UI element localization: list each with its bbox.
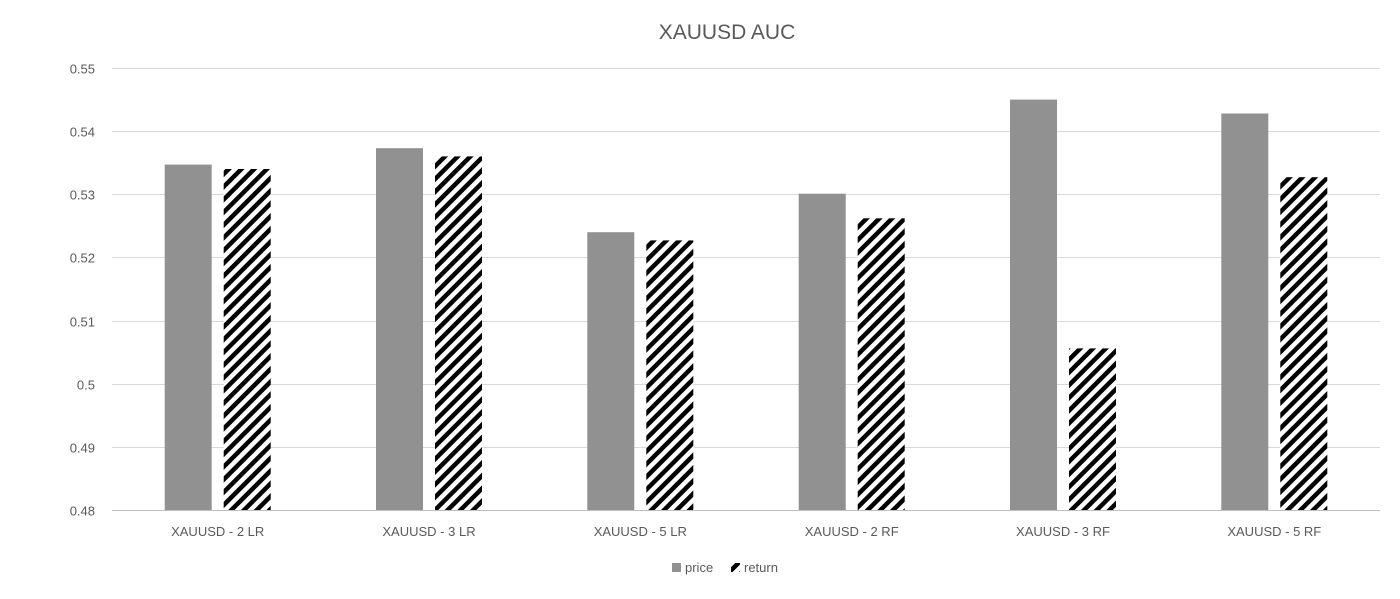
x-axis-tick-labels: XAUUSD - 2 LR XAUUSD - 3 LR XAUUSD - 5 LR X… — [171, 524, 1321, 539]
x-tick-label: XAUUSD - 2 LR — [171, 524, 264, 539]
bar-price-2 — [376, 148, 423, 510]
x-tick-label: XAUUSD - 3 LR — [382, 524, 475, 539]
legend: price return — [672, 560, 778, 575]
y-tick-label: 0.55 — [70, 62, 95, 77]
bar-return-6 — [1280, 177, 1328, 510]
legend-label-price: price — [685, 560, 713, 575]
y-tick-label: 0.52 — [70, 251, 95, 266]
gridlines — [112, 68, 1380, 448]
bar-price-3 — [587, 232, 635, 510]
bar-return-1 — [223, 169, 271, 510]
bar-price-6 — [1221, 113, 1269, 510]
bar-price-5 — [1010, 99, 1057, 510]
bar-return-4 — [857, 218, 905, 511]
bar-return-2 — [435, 156, 482, 510]
y-tick-label: 0.5 — [77, 378, 95, 393]
bar-return-5 — [1069, 348, 1116, 510]
x-tick-label: XAUUSD - 5 RF — [1227, 524, 1321, 539]
y-tick-label: 0.51 — [70, 315, 95, 330]
chart-title: XAUUSD AUC — [659, 21, 796, 44]
x-tick-label: XAUUSD - 2 RF — [805, 524, 899, 539]
legend-label-return: return — [744, 560, 778, 575]
y-tick-label: 0.53 — [70, 188, 95, 203]
legend-swatch-return — [731, 563, 740, 572]
bars — [164, 99, 1328, 511]
bar-price-1 — [164, 164, 212, 510]
y-tick-label: 0.49 — [70, 441, 95, 456]
x-tick-label: XAUUSD - 5 LR — [594, 524, 687, 539]
legend-swatch-price — [672, 563, 681, 572]
x-tick-label: XAUUSD - 3 RF — [1016, 524, 1110, 539]
y-tick-label: 0.54 — [70, 125, 95, 140]
bar-price-4 — [798, 193, 846, 510]
y-tick-label: 0.48 — [70, 504, 95, 519]
y-axis-tick-labels: 0.48 0.49 0.5 0.51 0.52 0.53 0.54 0.55 — [70, 62, 95, 519]
bar-return-3 — [646, 240, 694, 510]
